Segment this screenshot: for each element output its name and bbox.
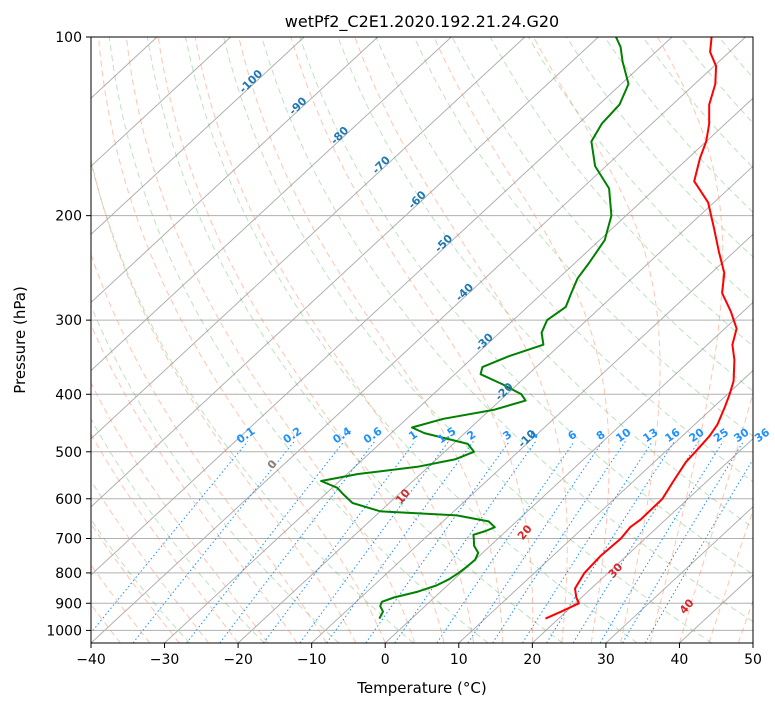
mixing-ratio-line — [599, 441, 724, 643]
mixing-ratio-line — [436, 441, 575, 643]
moist-adiabat-line — [649, 37, 724, 643]
mixing-ratio-line — [546, 441, 675, 643]
x-tick-label: −20 — [223, 652, 253, 668]
isotherm-line — [91, 37, 599, 508]
moist-adiabat-line — [433, 37, 610, 643]
chart-title: wetPf2_C2E1.2020.192.21.24.G20 — [285, 12, 559, 32]
mixing-ratio-line — [394, 441, 537, 643]
mixing-ratio-line — [299, 441, 450, 643]
moist-adiabat-line — [91, 323, 298, 643]
mixing-ratio-line — [132, 440, 295, 643]
mixing-ratio-line — [522, 441, 654, 643]
x-tick-label: 30 — [597, 652, 615, 668]
moist-adiabat-line — [91, 479, 210, 643]
x-tick-label: 50 — [744, 652, 762, 668]
isotherm-line — [91, 37, 746, 643]
dewpoint-profile-line — [320, 37, 630, 620]
moist-adiabat-line — [194, 37, 474, 643]
dry-adiabat-line — [489, 37, 753, 347]
isotherm-line — [237, 165, 753, 643]
moist-adiabat-line — [678, 391, 753, 643]
dry-adiabat-line — [91, 417, 265, 643]
y-tick-label: 500 — [55, 445, 82, 461]
axes: −40 −30 −20 −10 0 10 20 30 40 50 100 200 300 400 500 60… — [46, 30, 762, 668]
moist-adiabat-line — [354, 37, 568, 643]
dry-adiabat-line — [299, 37, 753, 575]
dry-adiabat-line — [413, 37, 753, 437]
y-tick-label: 100 — [55, 30, 82, 46]
isotherm-line — [91, 37, 379, 304]
isotherm-line — [384, 301, 753, 643]
isotherm-line — [91, 37, 231, 167]
mixing-ratio-line — [186, 440, 345, 643]
mixing-ratio-line — [622, 441, 744, 643]
mixing-ratio-label: 36 — [752, 425, 772, 445]
isotherm-line — [164, 97, 753, 643]
x-tick-label: −40 — [76, 652, 106, 668]
mixing-ratio-line — [492, 441, 626, 643]
x-tick-label: 10 — [450, 652, 468, 668]
mixing-ratio-line — [644, 458, 753, 643]
dry-adiabat-line — [146, 37, 563, 643]
isotherm-line — [0, 37, 10, 643]
y-tick-label: 800 — [55, 566, 82, 582]
dry-adiabat-line — [223, 37, 713, 643]
temperature-profile-line — [545, 37, 738, 620]
moist-adiabat-line — [91, 381, 268, 643]
mixing-ratio-line — [467, 441, 604, 643]
isotherm-line — [458, 369, 753, 643]
dry-adiabat-line — [91, 160, 414, 643]
moist-adiabat-line — [125, 37, 416, 643]
dry-adiabat-line — [757, 37, 775, 643]
isotherm-line — [91, 37, 673, 576]
moist-adiabat-line — [98, 37, 386, 643]
isotherm-line — [605, 506, 753, 643]
plot-frame — [90, 36, 754, 644]
moist-adiabat-line — [91, 564, 151, 643]
moist-adiabat-line — [91, 253, 327, 643]
isotherm-line — [311, 233, 753, 643]
y-tick-label: 400 — [55, 387, 82, 403]
moist-adiabat-line — [91, 433, 239, 643]
mixing-ratio-line — [326, 441, 474, 643]
isotherm-line — [531, 437, 753, 643]
dry-adiabat-line — [337, 37, 753, 529]
x-tick-label: 0 — [381, 652, 390, 668]
isotherm-line — [91, 37, 526, 440]
mixing-ratio-line — [572, 441, 700, 643]
x-tick-label: −30 — [150, 652, 180, 668]
x-tick-label: 40 — [671, 652, 689, 668]
isotherm-line — [91, 37, 305, 236]
dry-adiabat-line — [185, 37, 638, 643]
moist-adiabat-line — [290, 37, 534, 643]
mixing-ratio-line — [91, 440, 249, 634]
dry-adiabat-line — [375, 37, 753, 483]
x-tick-label: −10 — [297, 652, 327, 668]
y-tick-label: 1000 — [46, 623, 82, 639]
moist-adiabat-line — [533, 37, 661, 643]
y-tick-label: 300 — [55, 313, 82, 329]
isotherm-line — [91, 37, 452, 372]
moist-adiabat-line — [91, 522, 180, 643]
isotherm-line — [752, 642, 753, 643]
moist-adiabat-line — [708, 509, 753, 643]
dry-adiabat-line — [451, 37, 753, 392]
moist-adiabat-line — [157, 37, 445, 643]
x-axis-title: Temperature (°C) — [356, 679, 486, 697]
profile-lines — [320, 37, 738, 620]
moist-adiabat-line — [238, 37, 504, 643]
plot-background — [91, 37, 753, 643]
y-tick-label: 900 — [55, 596, 82, 612]
y-axis-title: Pressure (hPa) — [11, 286, 29, 394]
dry-adiabat-line — [527, 37, 753, 303]
y-tick-label: 600 — [55, 492, 82, 508]
y-tick-label: 700 — [55, 532, 82, 548]
background-lines — [0, 37, 775, 643]
dry-adiabat-line — [261, 37, 753, 623]
x-tick-label: 20 — [523, 652, 541, 668]
y-tick-label: 200 — [55, 209, 82, 225]
